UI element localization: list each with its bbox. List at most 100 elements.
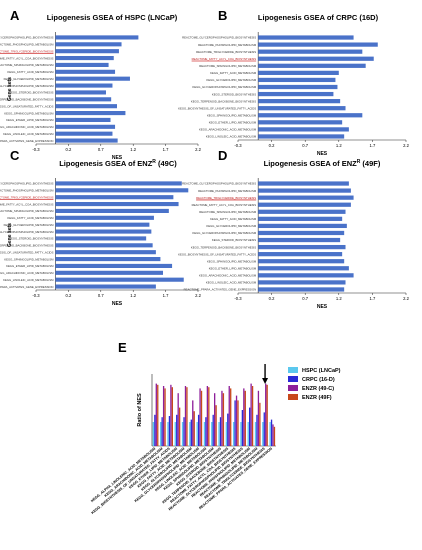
bar <box>55 270 164 275</box>
bar <box>176 414 178 446</box>
category-label: KEGG_BIOSYNTHESIS_OF_UNSATURATED_FATTY_A… <box>0 250 54 254</box>
x-tick-label: 0.2 <box>65 147 71 152</box>
bar <box>174 422 176 446</box>
bar <box>273 426 276 446</box>
bar <box>55 222 150 227</box>
x-tick-label: 0.7 <box>98 293 104 298</box>
category-label: KEGG_GLYCEROLIPID_METABOLISM <box>206 78 256 82</box>
x-tick-label: 2.2 <box>195 147 201 152</box>
bar <box>258 195 354 200</box>
legend-swatch <box>288 376 298 382</box>
bar <box>55 131 113 136</box>
category-label: KEGG_BIOSYNTHESIS_OF_UNSATURATED_FATTY_A… <box>0 104 54 108</box>
panel-label-e: E <box>118 340 127 355</box>
bar <box>269 422 271 446</box>
bar <box>55 188 189 193</box>
panel-label-d: D <box>218 148 227 163</box>
bar <box>196 422 198 446</box>
category-label: REACTOME_SPHINGOLIPID_METABOLISM <box>0 209 54 213</box>
category-label: REACTOME_TRIGLYCERIDE_BIOSYNTHESIS <box>196 196 256 200</box>
bar <box>221 390 223 446</box>
bar <box>214 393 216 446</box>
legend-label: HSPC (LNCaP) <box>302 368 341 374</box>
bar <box>250 383 252 446</box>
bar <box>200 390 203 446</box>
bar <box>167 422 169 446</box>
bar <box>55 42 122 47</box>
category-label: KEGG_SPHINGOLIPID_METABOLISM <box>4 257 54 261</box>
bar <box>160 422 162 446</box>
bar <box>251 386 254 446</box>
category-label: REACTOME_SPHINGOLIPID_METABOLISM <box>199 210 257 214</box>
bar <box>189 422 191 446</box>
bar <box>55 62 109 67</box>
bar <box>164 388 166 446</box>
category-label: REACTOME_PHOSPHOLIPID_METABOLISM <box>198 189 257 193</box>
x-tick-label: 1.2 <box>130 147 136 152</box>
category-label: KEGG_TERPENOID_BACKBONE_BIOSYNTHESIS <box>191 99 256 103</box>
bar <box>197 414 200 446</box>
category-label: REACTOME_GLYCEROPHOSPHOLIPID_BIOSYNTHESI… <box>0 182 54 186</box>
bar <box>55 243 153 248</box>
bar <box>55 97 112 102</box>
category-label: REACTOME_TRIGLYCERIDE_BIOSYNTHESIS <box>0 195 54 199</box>
x-tick-label: -0.3 <box>234 143 242 148</box>
bar <box>55 35 139 40</box>
bar <box>254 422 257 446</box>
annotation-arrow-head <box>262 378 269 384</box>
bar <box>258 63 366 68</box>
category-label: KEGG_SPHINGOLIPID_METABOLISM <box>207 113 257 117</box>
category-label: KEGG_TERPENOID_BACKBONE_BIOSYNTHESIS <box>0 98 54 102</box>
category-label: REACTOME_PPARA_ACTIVATES_GENE_EXPRESSION <box>0 139 53 143</box>
panel-label-c: C <box>10 148 20 163</box>
category-label: KEGG_TERPENOID_BACKBONE_BIOSYNTHESIS <box>0 244 54 248</box>
category-label: REACTOME_GLYCEROPHOSPHOLIPID_BIOSYNTHESI… <box>182 36 256 40</box>
bar <box>258 266 349 271</box>
category-label: KEGG_LINOLEIC_ACID_METABOLISM <box>3 278 54 282</box>
bar <box>183 417 185 446</box>
category-label: KEGG_BIOSYNTHESIS_OF_UNSATURATED_FATTY_A… <box>178 252 256 256</box>
bar <box>241 410 244 446</box>
category-label: KEGG_SPHINGOLIPID_METABOLISM <box>207 259 257 263</box>
category-label: REACTOME_SPHINGOLIPID_METABOLISM <box>0 63 54 67</box>
bar <box>186 387 188 446</box>
bar <box>249 407 251 446</box>
x-axis-label: NES <box>317 151 328 157</box>
bar <box>55 208 169 213</box>
x-tick-label: 1.7 <box>369 143 375 148</box>
bar <box>258 216 343 221</box>
bar <box>203 422 206 446</box>
bar <box>199 388 201 446</box>
category-label: KEGG_FATTY_ACID_METABOLISM <box>7 216 54 220</box>
bar <box>208 387 210 446</box>
y-axis-label: Gene sets <box>7 223 13 247</box>
bar <box>55 229 152 234</box>
bar <box>192 400 194 446</box>
bar <box>258 113 363 118</box>
category-label: KEGG_FATTY_ACID_METABOLISM <box>210 217 257 221</box>
category-label: KEGG_GLYCEROLIPID_METABOLISM <box>4 77 54 81</box>
bar <box>265 383 267 446</box>
category-label: REACTOME_PHOSPHOLIPID_METABOLISM <box>198 43 257 47</box>
category-label: REACTOME_TRIGLYCERIDE_BIOSYNTHESIS <box>196 50 256 54</box>
x-tick-label: 0.7 <box>302 296 308 301</box>
category-label: REACTOME_FATTY_ACYL_COA_BIOSYNTHESIS <box>0 202 54 206</box>
bar <box>55 83 113 88</box>
panel-label-b: B <box>218 8 227 23</box>
bar <box>55 124 116 129</box>
bar <box>258 244 346 250</box>
bar <box>258 223 347 229</box>
legend-swatch <box>288 385 298 391</box>
bar <box>55 202 179 207</box>
bar <box>258 202 351 207</box>
category-label: KEGG_GLYCEROLIPID_METABOLISM <box>206 224 256 228</box>
x-tick-label: 1.7 <box>163 147 169 152</box>
bar <box>55 138 118 143</box>
bar <box>55 49 119 54</box>
bar <box>55 117 111 122</box>
x-axis-label: NES <box>317 304 328 310</box>
bar <box>215 405 217 446</box>
bar <box>258 77 336 83</box>
bar <box>234 400 236 446</box>
panel-b-chart: Lipogenesis GSEA of CRPC (16D) REACTOME_G… <box>178 13 409 157</box>
